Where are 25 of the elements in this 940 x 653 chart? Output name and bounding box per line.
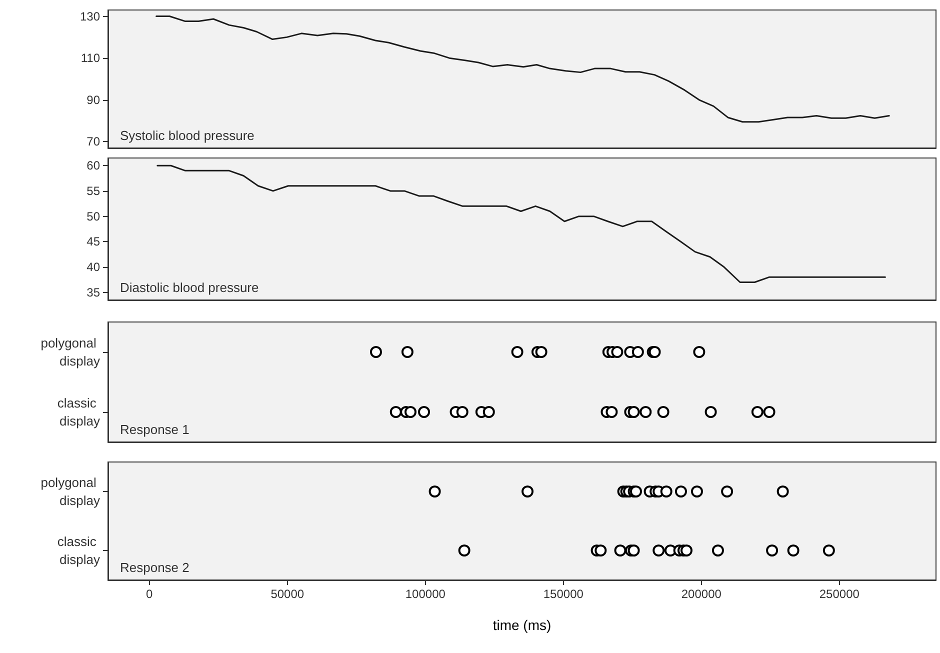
y-tick-label: polygonal display: [40, 475, 100, 508]
text: Systolic blood pressure: [120, 128, 254, 143]
text: Response 1: [120, 422, 190, 437]
text: Diastolic blood pressure: [120, 280, 259, 295]
y-tick-label: 110: [80, 51, 100, 66]
y-tick-label: classic display: [57, 534, 100, 567]
y-tick-label: 130: [80, 9, 100, 24]
x-axis-title: time (ms): [492, 617, 552, 633]
y-tick-label: 40: [86, 260, 100, 274]
y-tick-label: 90: [86, 92, 100, 107]
text: Response 2: [120, 560, 190, 575]
x-tick-label: 200000: [681, 587, 722, 601]
y-tick-label: 60: [86, 158, 100, 173]
y-tick-label: 55: [86, 184, 100, 198]
x-tick-label: 50000: [270, 587, 304, 601]
y-tick-label: classic display: [57, 396, 100, 428]
x-tick-label: 250000: [819, 587, 860, 601]
x-tick-label: 100000: [405, 587, 446, 601]
y-tick-label: 50: [86, 209, 100, 224]
x-tick-label: 0: [146, 587, 154, 601]
x-tick-label: 150000: [543, 587, 584, 601]
y-tick-label: 70: [86, 134, 100, 149]
y-tick-label: 35: [86, 285, 100, 300]
y-tick-label: 45: [86, 234, 100, 249]
y-tick-label: polygonal display: [40, 336, 100, 368]
